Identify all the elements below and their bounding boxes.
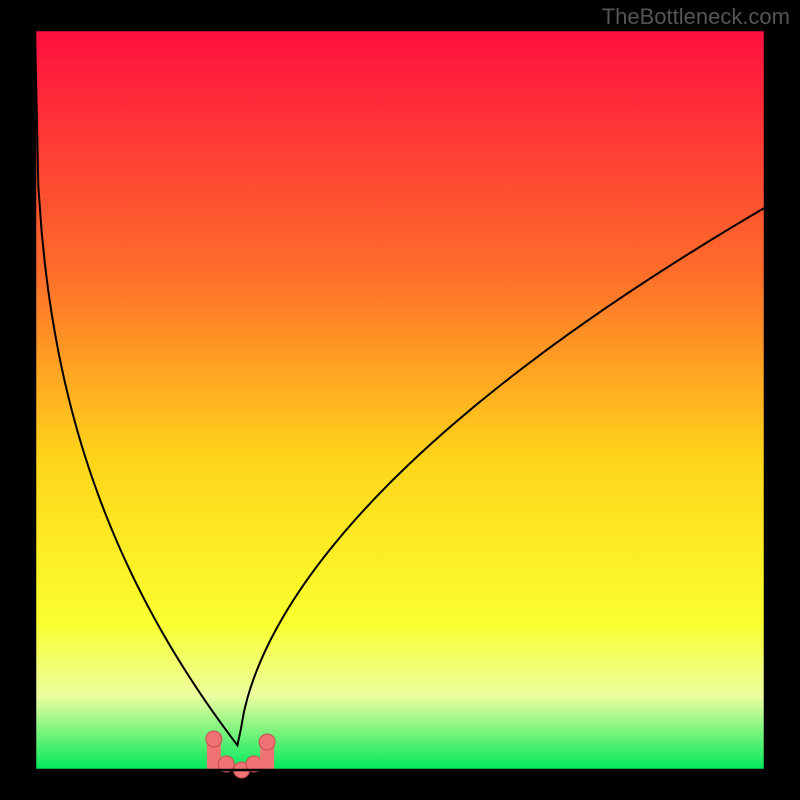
marker-dot: [206, 731, 222, 747]
watermark-text: TheBottleneck.com: [602, 4, 790, 30]
marker-dot: [259, 734, 275, 750]
bottleneck-chart: [0, 0, 800, 800]
plot-background: [35, 30, 765, 770]
